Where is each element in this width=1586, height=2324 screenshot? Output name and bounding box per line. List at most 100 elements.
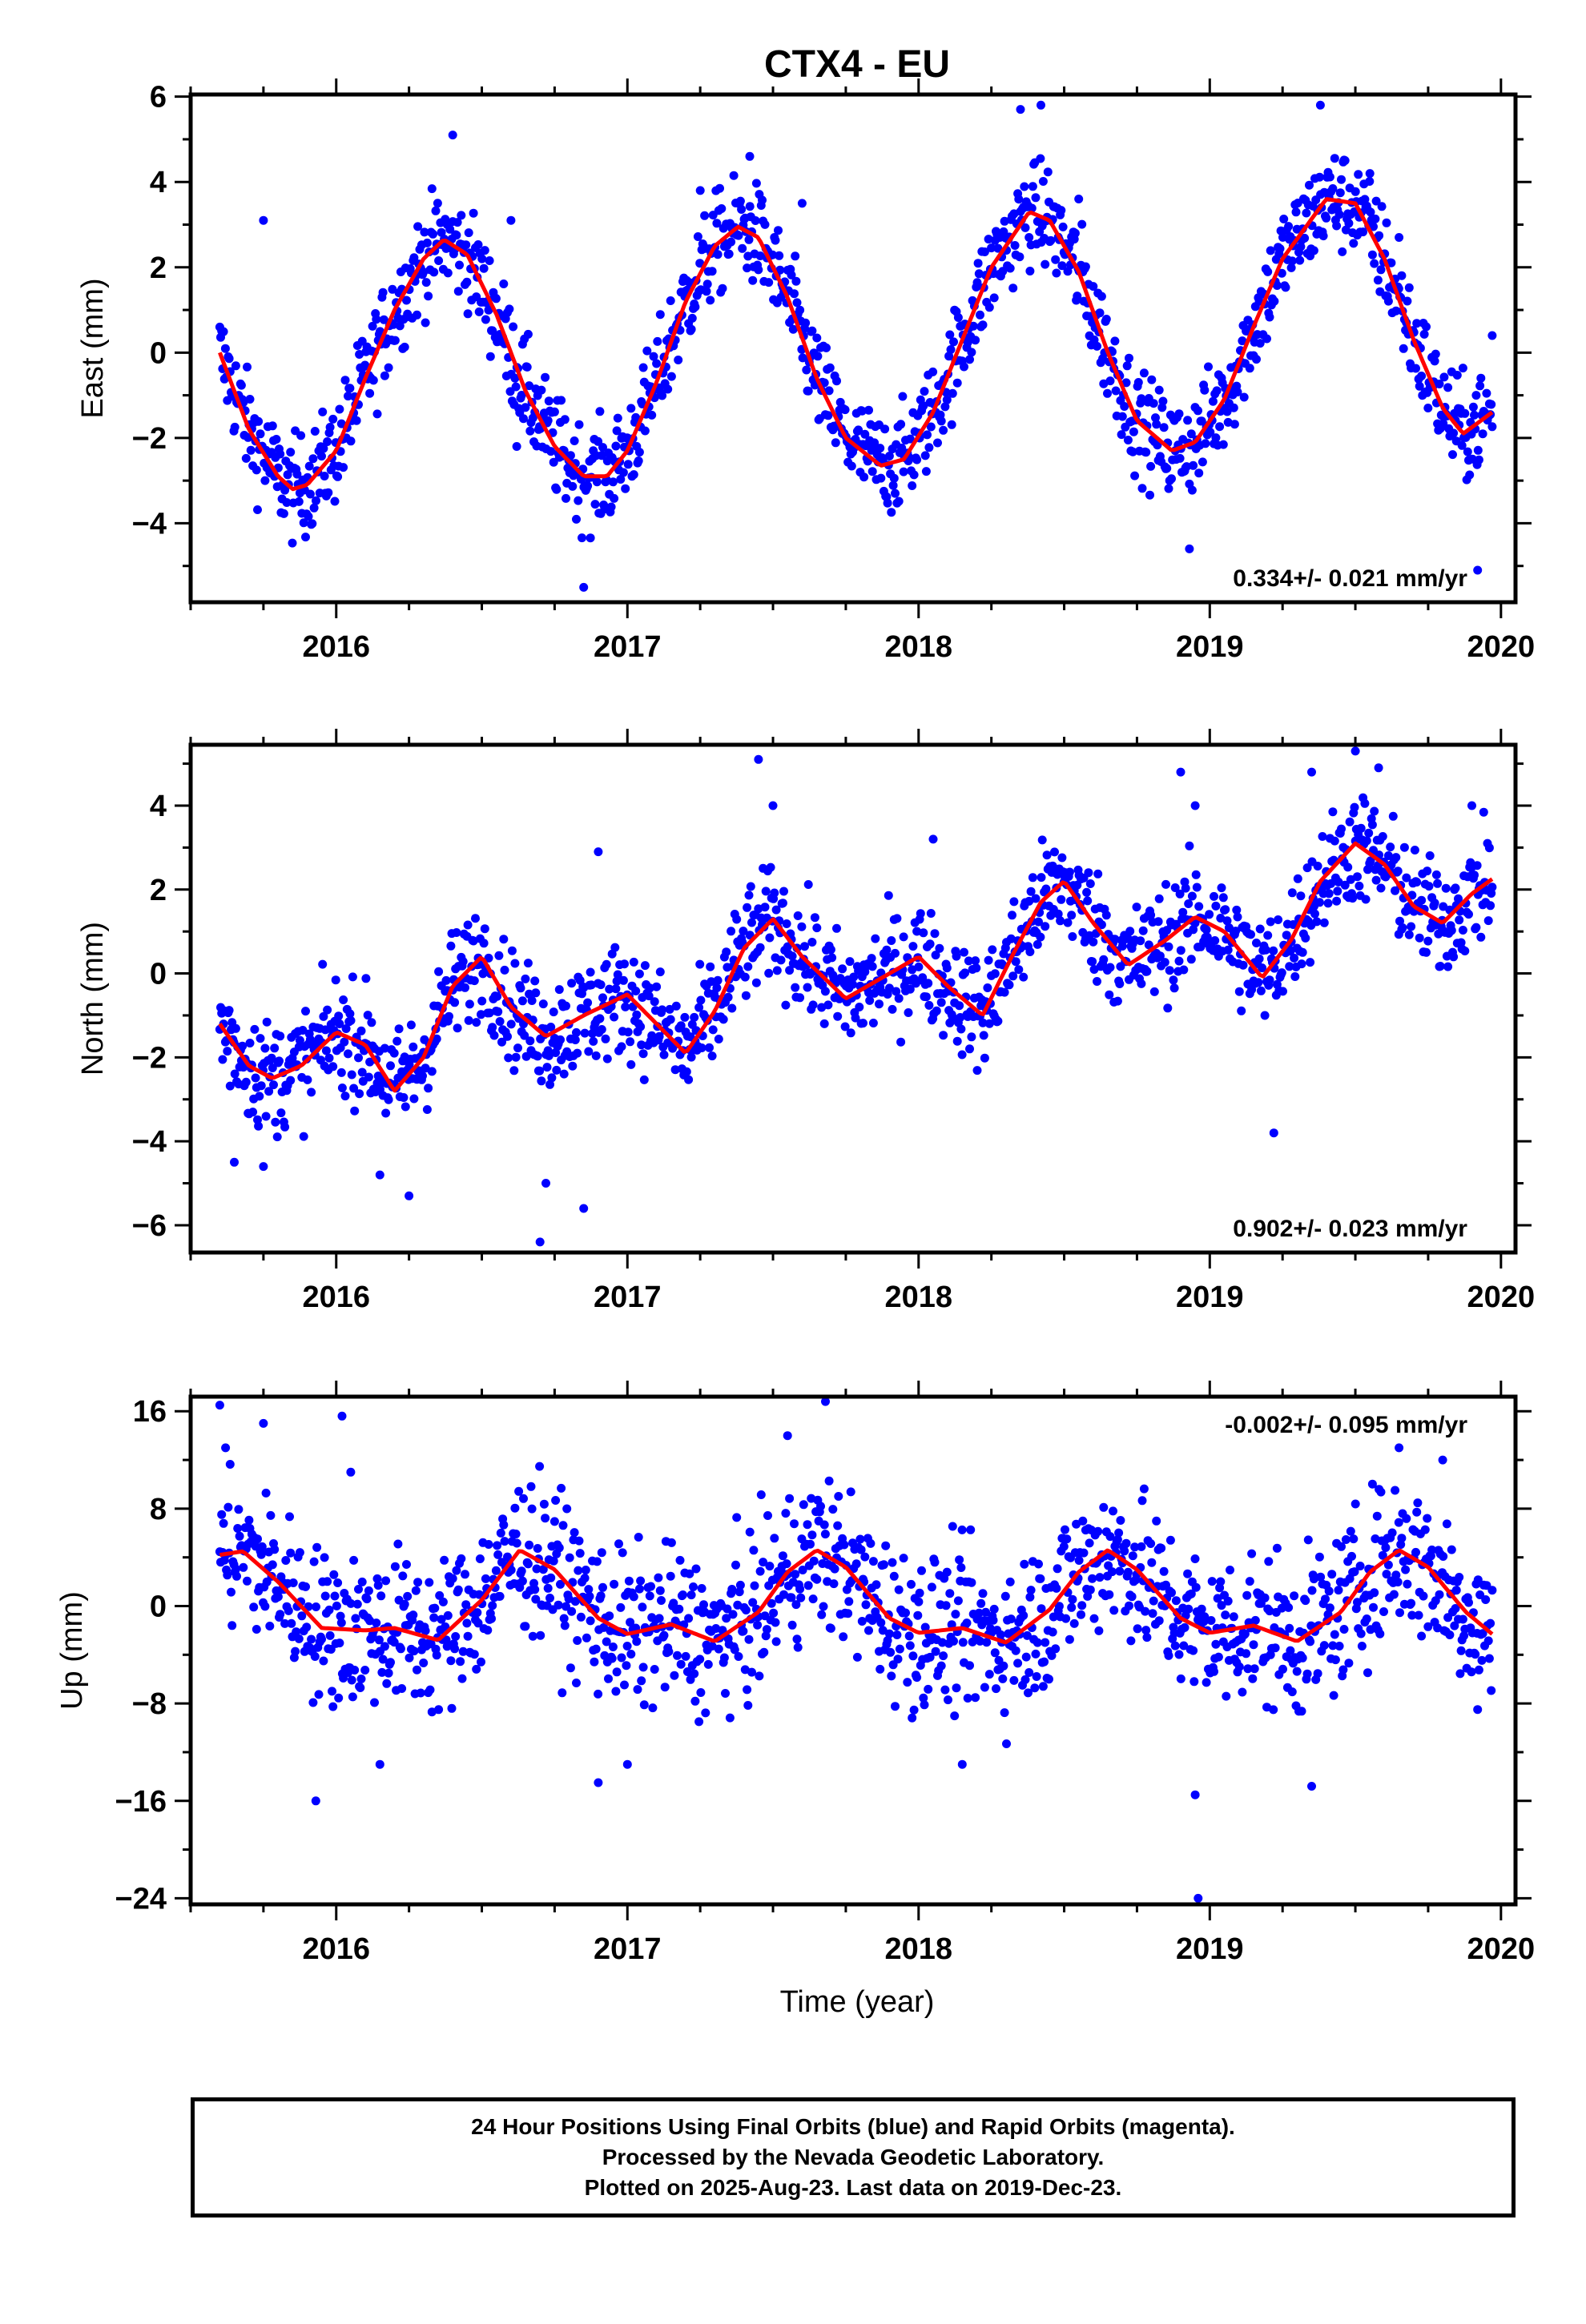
data-point (438, 1597, 448, 1606)
data-point (770, 1534, 779, 1543)
data-point (1383, 1560, 1393, 1570)
data-point (1282, 931, 1291, 940)
data-point (572, 1027, 581, 1037)
data-point (1078, 1516, 1088, 1526)
data-point (253, 1115, 262, 1124)
data-point (1046, 235, 1056, 245)
data-point (956, 1563, 966, 1572)
data-point (778, 1551, 787, 1561)
data-point (626, 1618, 635, 1627)
data-point-outlier (1395, 1443, 1404, 1453)
data-point (1363, 1668, 1372, 1678)
y-tick-label: 2 (150, 251, 167, 285)
data-point (714, 1035, 723, 1043)
data-point (437, 1614, 446, 1624)
data-point (421, 278, 431, 287)
data-point (533, 1544, 542, 1553)
data-point (839, 1632, 848, 1642)
data-point (610, 1579, 619, 1589)
data-point (472, 1664, 481, 1674)
data-point (891, 1702, 900, 1711)
data-point (807, 1530, 817, 1540)
data-point (276, 449, 285, 459)
data-point (349, 1084, 359, 1093)
data-point (1034, 917, 1043, 927)
data-point (596, 980, 606, 990)
data-point (833, 1521, 843, 1530)
data-point (1470, 870, 1479, 880)
data-point (493, 1541, 502, 1550)
data-point (1338, 1665, 1348, 1675)
data-point (1487, 883, 1497, 892)
data-point (325, 1630, 335, 1640)
data-point (291, 1647, 300, 1656)
data-point (1051, 255, 1061, 264)
data-point (598, 1582, 607, 1592)
data-point (1459, 1631, 1469, 1641)
data-point (798, 1566, 807, 1574)
data-point (285, 1512, 294, 1522)
data-point (738, 243, 747, 253)
data-point (1061, 1525, 1069, 1534)
data-point (861, 1600, 871, 1610)
data-point (1365, 177, 1375, 186)
data-point (317, 452, 326, 461)
data-point (591, 1051, 601, 1060)
data-point (1149, 987, 1159, 996)
data-point (966, 1525, 976, 1534)
data-point (1089, 1614, 1099, 1623)
data-point (1318, 832, 1327, 841)
data-point (723, 1604, 732, 1614)
data-point (581, 1566, 590, 1574)
data-point (484, 953, 493, 963)
data-point (1296, 891, 1306, 901)
data-point (299, 1132, 308, 1141)
data-point (574, 1536, 584, 1546)
data-point (559, 1069, 569, 1079)
data-point (976, 1636, 984, 1646)
data-point (1247, 1549, 1257, 1558)
data-point (1277, 268, 1286, 278)
data-point (335, 1638, 344, 1648)
data-point (418, 1072, 427, 1080)
data-point (702, 279, 712, 289)
data-point (1028, 182, 1037, 191)
data-point (305, 489, 315, 499)
data-point (1412, 319, 1422, 328)
data-point (348, 1692, 357, 1702)
data-point (1025, 267, 1035, 275)
data-point (988, 1615, 998, 1625)
data-point (522, 362, 532, 372)
data-point (1081, 262, 1090, 271)
data-point (779, 1590, 788, 1599)
data-point (409, 253, 419, 263)
data-point (931, 951, 940, 960)
x-tick-label: 2017 (594, 630, 662, 664)
data-point (1222, 916, 1232, 926)
data-point (1346, 875, 1355, 884)
data-point (1218, 440, 1228, 449)
x-tick-label: 2020 (1467, 1281, 1536, 1314)
data-point (578, 533, 586, 543)
data-point (670, 1065, 680, 1075)
data-point (1174, 1650, 1184, 1659)
data-point (634, 456, 643, 465)
data-point (519, 1494, 528, 1503)
data-point-outlier (506, 215, 516, 225)
data-point (871, 1580, 881, 1590)
data-point (826, 945, 835, 955)
data-point (948, 1522, 957, 1531)
data-point (812, 333, 822, 343)
data-point (303, 1075, 312, 1084)
data-point (312, 496, 320, 505)
data-point (396, 1644, 405, 1654)
data-point (1036, 154, 1045, 163)
data-point (610, 1012, 619, 1022)
data-point (781, 1509, 791, 1518)
data-point (481, 1574, 490, 1583)
data-point (350, 1106, 360, 1116)
data-point (1025, 947, 1035, 956)
data-point (425, 1685, 435, 1695)
data-point (883, 1636, 892, 1645)
data-point (1339, 1625, 1349, 1634)
